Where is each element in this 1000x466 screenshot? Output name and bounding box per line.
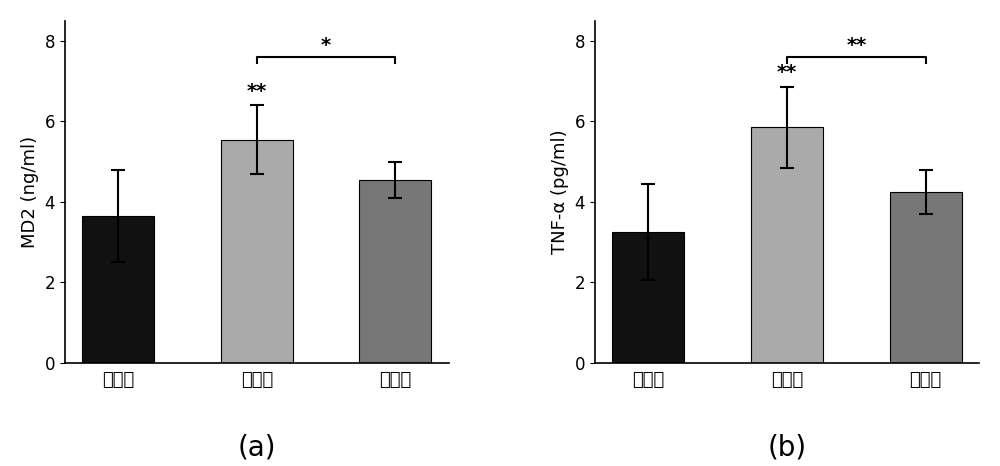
Text: *: * (321, 35, 331, 55)
Bar (82, 216, 154, 363)
Bar (751, 128, 823, 363)
Y-axis label: MD2 (ng/ml): MD2 (ng/ml) (21, 136, 39, 248)
Bar (890, 192, 962, 363)
Y-axis label: TNF-α (pg/ml): TNF-α (pg/ml) (551, 130, 569, 254)
Text: (a): (a) (238, 433, 276, 461)
Bar (612, 232, 684, 363)
Text: **: ** (777, 63, 797, 82)
Text: **: ** (247, 82, 267, 101)
Bar (221, 139, 293, 363)
Text: (b): (b) (767, 433, 807, 461)
Bar (359, 180, 431, 363)
Text: **: ** (846, 35, 866, 55)
